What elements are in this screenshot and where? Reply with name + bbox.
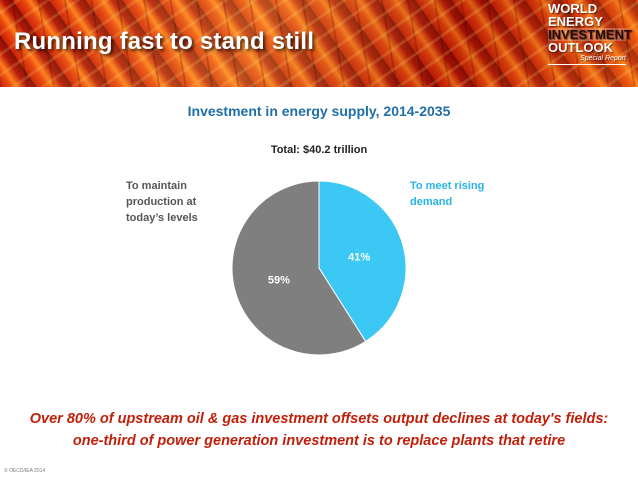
weio-logo: WORLD ENERGY INVESTMENT OUTLOOK Special …: [548, 1, 632, 65]
header-banner: Running fast to stand still WORLD ENERGY…: [0, 0, 638, 87]
key-message-line-1: Over 80% of upstream oil & gas investmen…: [29, 411, 609, 427]
legend-maintain-line-1: To maintain: [126, 180, 187, 192]
legend-maintain-line-2: production at: [126, 196, 197, 208]
logo-line-4: OUTLOOK: [548, 40, 613, 55]
copyright: © OECD/IEA 2014: [4, 468, 46, 474]
legend-demand-line-1: To meet rising: [410, 180, 485, 192]
logo-line-1: WORLD: [548, 1, 598, 16]
banner-texture: [0, 0, 638, 87]
slide-title: Running fast to stand still: [14, 28, 315, 55]
key-message: Over 80% of upstream oil & gas investmen…: [0, 408, 638, 452]
key-message-line-2: one-third of power generation investment…: [72, 433, 566, 449]
logo-line-2: ENERGY: [548, 14, 603, 29]
legend-demand: To meet rising demand: [410, 178, 520, 210]
chart-subtitle: Total: $40.2 trillion: [270, 144, 368, 156]
logo-line-3: INVESTMENT: [548, 27, 632, 42]
chart-title: Investment in energy supply, 2014-2035: [187, 103, 451, 119]
pie-slice-maintain: [231, 180, 367, 356]
legend-maintain-line-3: today’s levels: [126, 212, 198, 224]
logo-subtitle: Special Report: [548, 54, 626, 65]
legend-demand-line-2: demand: [410, 196, 453, 208]
legend-maintain: To maintain production at today’s levels: [126, 178, 226, 226]
pie-label-demand: 41%: [348, 251, 370, 263]
pie-label-maintain: 59%: [268, 275, 290, 287]
